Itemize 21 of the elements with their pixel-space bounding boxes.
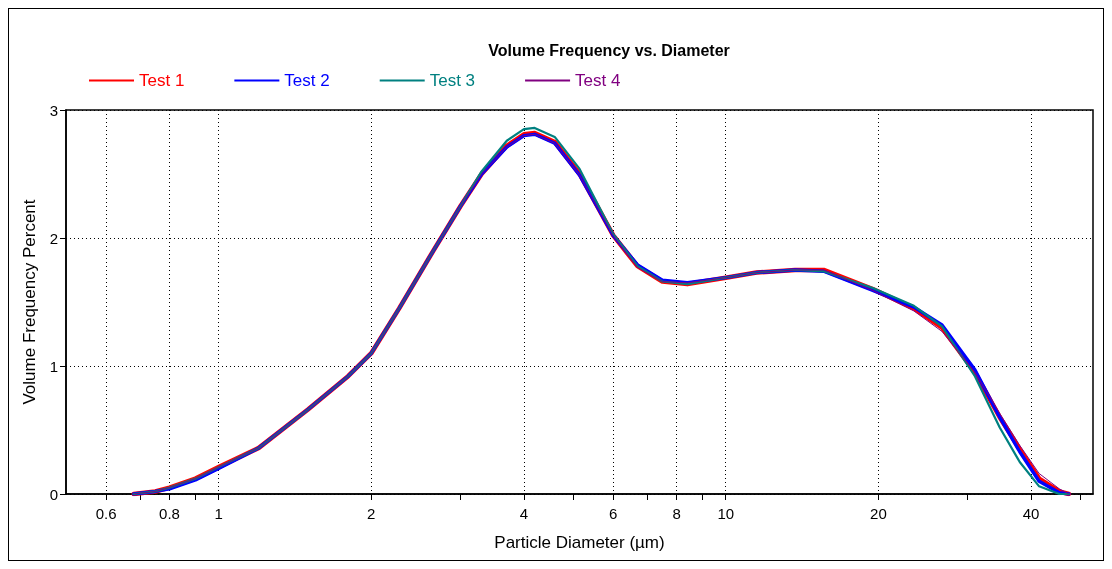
y-tick-label: 3: [49, 101, 58, 119]
x-tick-label: 20: [870, 505, 887, 522]
x-tick-label: 1: [214, 505, 223, 522]
x-tick-label: 8: [672, 505, 681, 522]
x-tick-label: 4: [519, 505, 529, 522]
legend-label: Test 4: [575, 71, 621, 90]
x-tick-label: 6: [609, 505, 618, 522]
legend-label: Test 3: [429, 71, 476, 90]
x-tick-label: 10: [717, 505, 735, 522]
y-tick-label: 0: [49, 485, 58, 503]
y-tick-label: 2: [49, 229, 58, 247]
x-tick-label: 0.6: [95, 505, 117, 522]
chart-title: Volume Frequency vs. Diameter: [488, 41, 730, 59]
y-axis-title: Volume Frequency Percent: [20, 199, 39, 405]
y-tick-label: 1: [49, 357, 58, 375]
legend-label: Test 2: [284, 71, 330, 90]
legend-label: Test 1: [139, 71, 185, 90]
x-tick-label: 0.8: [159, 505, 180, 522]
x-axis-title: Particle Diameter (µm): [494, 533, 665, 552]
x-tick-label: 2: [367, 505, 376, 522]
x-tick-label: 40: [1022, 505, 1040, 522]
